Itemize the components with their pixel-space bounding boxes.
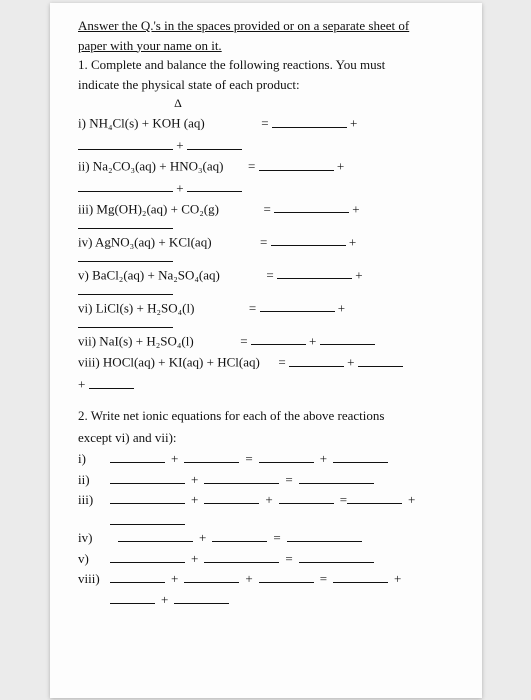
answer-blank[interactable] (187, 136, 242, 149)
answer-blank[interactable] (259, 157, 334, 170)
q1-iii-reactants: iii) Mg(OH)₂(aq) + CO₂(g) (78, 201, 219, 216)
q1-vii-reactants: vii) NaI(s) + H₂SO₄(l) (78, 333, 194, 348)
q1-ii-reactants: ii) Na₂CO₃(aq) + HNO₃(aq) (78, 159, 223, 174)
answer-blank[interactable] (174, 591, 229, 604)
q1-intro-a: 1. Complete and balance the following re… (78, 56, 454, 74)
delta-symbol: Δ (138, 95, 218, 111)
answer-blank[interactable] (299, 549, 374, 562)
answer-blank[interactable] (260, 299, 335, 312)
answer-blank[interactable] (204, 549, 279, 562)
answer-blank[interactable] (272, 114, 347, 127)
q2-line-iii: iii) + + = + (78, 491, 454, 509)
answer-blank[interactable] (110, 449, 165, 462)
answer-blank[interactable] (287, 528, 362, 541)
answer-blank[interactable] (184, 449, 239, 462)
q1-viii-line2: + (78, 375, 454, 393)
answer-blank[interactable] (347, 491, 402, 504)
answer-blank[interactable] (320, 332, 375, 345)
worksheet-page: Answer the Q.'s in the spaces provided o… (50, 3, 482, 698)
q2-line-ii: ii) + = (78, 470, 454, 488)
q2-line-viii-cont: + (78, 591, 454, 609)
answer-blank[interactable] (78, 294, 173, 295)
answer-blank[interactable] (110, 512, 185, 525)
answer-blank[interactable] (78, 261, 173, 262)
answer-blank[interactable] (78, 179, 173, 192)
q1-iv-reactants: iv) AgNO₃(aq) + KCl(aq) (78, 234, 212, 249)
q2-line-iv: iv) + = (78, 528, 454, 546)
answer-blank[interactable] (271, 233, 346, 246)
q2-intro-b: except vi) and vii): (78, 429, 454, 447)
answer-blank[interactable] (204, 470, 279, 483)
answer-blank[interactable] (110, 470, 185, 483)
q2-intro-a: 2. Write net ionic equations for each of… (78, 407, 454, 425)
q1-item-vi: vi) LiCl(s) + H₂SO₄(l) = + (78, 299, 454, 317)
q2-line-iii-cont (78, 512, 454, 525)
answer-blank[interactable] (212, 528, 267, 541)
answer-blank[interactable] (204, 491, 259, 504)
q1-item-iv: iv) AgNO₃(aq) + KCl(aq) = + (78, 233, 454, 251)
q1-i-line2: + (78, 136, 454, 154)
q1-item-ii: ii) Na₂CO₃(aq) + HNO₃(aq) = + (78, 157, 454, 175)
q1-item-iii: iii) Mg(OH)₂(aq) + CO₂(g) = + (78, 200, 454, 218)
answer-blank[interactable] (89, 375, 134, 388)
answer-blank[interactable] (110, 549, 185, 562)
answer-blank[interactable] (277, 266, 352, 279)
q1-viii-reactants: viii) HOCl(aq) + KI(aq) + HCl(aq) (78, 355, 260, 370)
answer-blank[interactable] (78, 327, 173, 328)
q1-item-vii: vii) NaI(s) + H₂SO₄(l) = + (78, 332, 454, 350)
answer-blank[interactable] (274, 200, 349, 213)
answer-blank[interactable] (110, 570, 165, 583)
answer-blank[interactable] (333, 449, 388, 462)
answer-blank[interactable] (333, 570, 388, 583)
answer-blank[interactable] (251, 332, 306, 345)
answer-blank[interactable] (78, 228, 173, 229)
page-header-line1: Answer the Q.'s in the spaces provided o… (78, 17, 454, 35)
q1-intro-b: indicate the physical state of each prod… (78, 76, 454, 94)
q1-vi-reactants: vi) LiCl(s) + H₂SO₄(l) (78, 300, 194, 315)
q2-line-i: i) + = + (78, 449, 454, 467)
page-header-line2: paper with your name on it. (78, 37, 454, 55)
answer-blank[interactable] (184, 570, 239, 583)
q1-item-viii: viii) HOCl(aq) + KI(aq) + HCl(aq) = + (78, 353, 454, 371)
q1-i-reactants: i) NH₄Cl(s) + KOH (aq) (78, 116, 205, 131)
answer-blank[interactable] (110, 591, 155, 604)
q1-v-reactants: v) BaCl₂(aq) + Na₂SO₄(aq) (78, 267, 220, 282)
answer-blank[interactable] (118, 528, 193, 541)
q1-ii-line2: + (78, 179, 454, 197)
answer-blank[interactable] (259, 449, 314, 462)
answer-blank[interactable] (279, 491, 334, 504)
answer-blank[interactable] (110, 491, 185, 504)
answer-blank[interactable] (187, 179, 242, 192)
q2-line-v: v) + = (78, 549, 454, 567)
answer-blank[interactable] (78, 136, 173, 149)
q2-line-viii: viii) + + = + (78, 570, 454, 588)
answer-blank[interactable] (358, 353, 403, 366)
answer-blank[interactable] (299, 470, 374, 483)
q1-item-i: i) NH₄Cl(s) + KOH (aq) = + (78, 114, 454, 132)
q1-item-v: v) BaCl₂(aq) + Na₂SO₄(aq) = + (78, 266, 454, 284)
answer-blank[interactable] (259, 570, 314, 583)
answer-blank[interactable] (289, 353, 344, 366)
